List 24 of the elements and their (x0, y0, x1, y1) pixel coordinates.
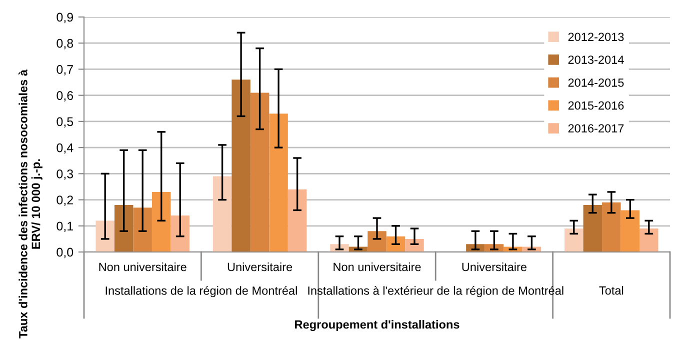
y-tick-label: 0,7 (56, 65, 73, 76)
text: Installations de la région de Montréal (106, 286, 297, 298)
legend-label: 2015-2016 (568, 101, 624, 110)
x-tick-label: Non universitaire (99, 262, 186, 272)
text: Total (599, 286, 624, 295)
y-tick-label: 0,5 (56, 117, 74, 128)
legend-label: 2016-2017 (568, 124, 624, 133)
y-tick-label: 0,0 (56, 248, 74, 258)
x-tick-label: Universitaire (228, 262, 292, 272)
y-tick-label: 0,8 (56, 38, 74, 50)
x-tick-label: Non universitaire (334, 262, 421, 272)
x-tick-label: Universitaire (462, 262, 526, 272)
y-tick-label: 0,1 (56, 222, 73, 232)
y-axis-title: Taux d'incidence des infections nosocomiales à ERV/ 10 000 j.-p. (18, 69, 42, 338)
y-tick-label: 0,6 (56, 91, 74, 102)
y-tick-label: 0,4 (56, 143, 74, 154)
y-tick-label: 0,3 (56, 169, 74, 180)
legend-label: 2013-2014 (568, 56, 624, 64)
y-tick-label: 0,2 (56, 196, 73, 206)
legend-label: 2014-2015 (568, 78, 624, 87)
y-tick-label: 0,9 (56, 12, 73, 24)
text: Installations à l'extérieur de la région de Montréal (308, 286, 564, 298)
legend-label: 2012-2013 (568, 32, 624, 42)
x-axis-title: Regroupement d'installations (295, 320, 460, 332)
